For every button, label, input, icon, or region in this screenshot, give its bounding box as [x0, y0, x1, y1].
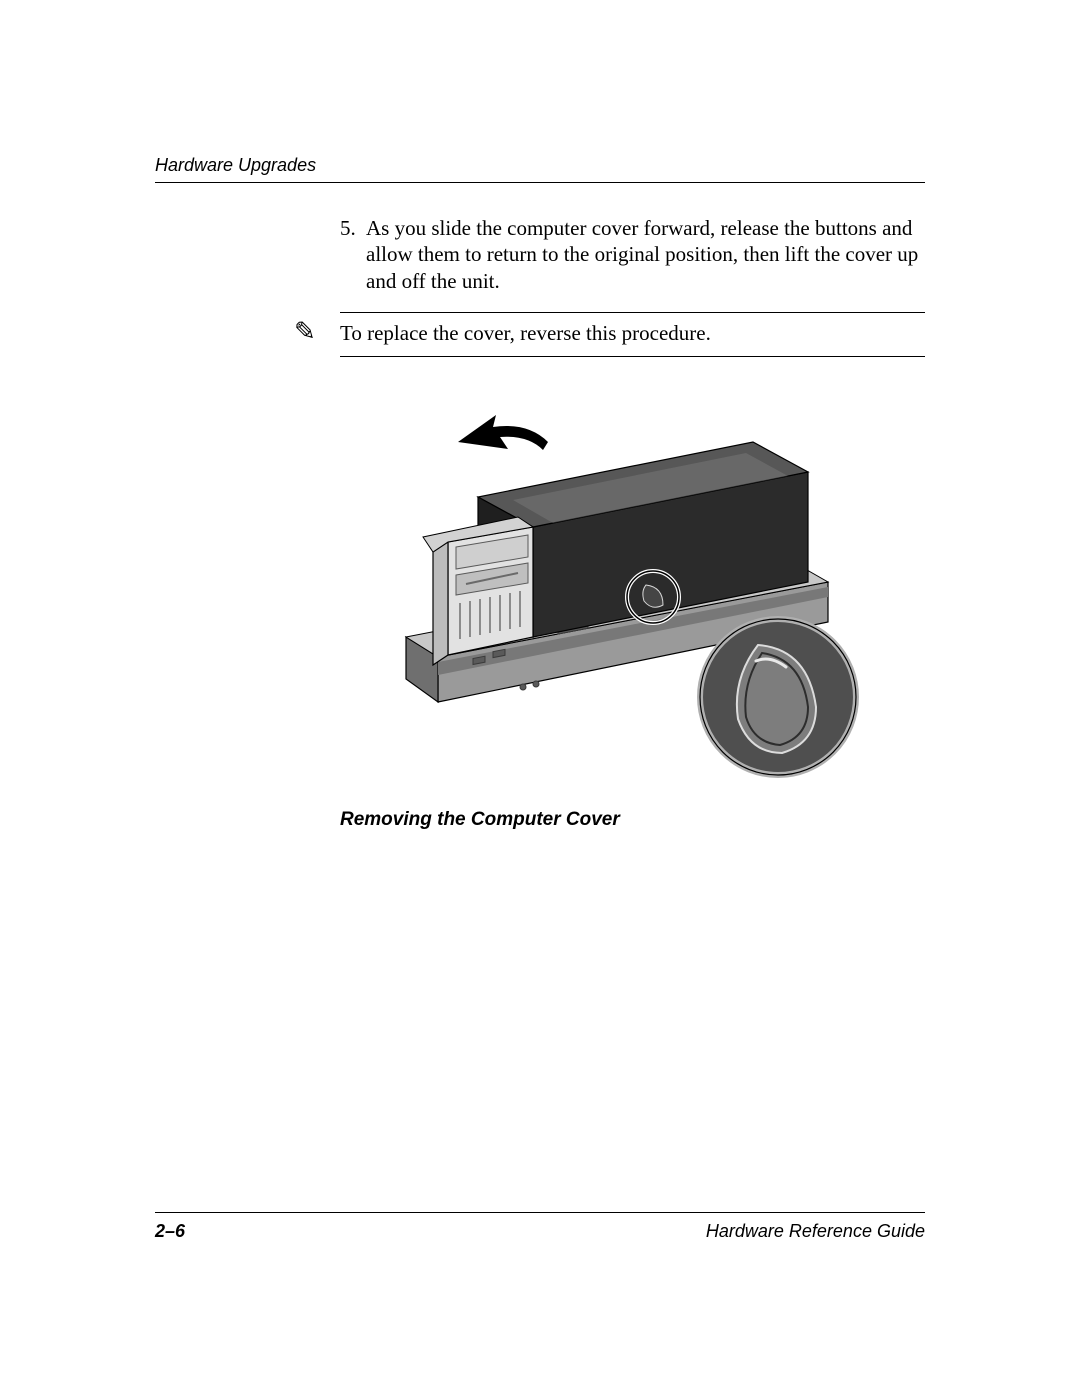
- note-block: ✎ To replace the cover, reverse this pro…: [340, 312, 925, 357]
- page-footer: 2–6 Hardware Reference Guide: [155, 1212, 925, 1242]
- page-number: 2–6: [155, 1221, 185, 1242]
- footer-title: Hardware Reference Guide: [706, 1221, 925, 1242]
- pencil-note-icon: ✎: [294, 319, 316, 345]
- computer-cover-illustration: [378, 387, 888, 787]
- figure-caption: Removing the Computer Cover: [340, 809, 925, 831]
- slide-arrow-icon: [458, 415, 548, 450]
- step-5: 5. As you slide the computer cover forwa…: [340, 215, 925, 294]
- step-number: 5.: [340, 215, 366, 294]
- body-column: 5. As you slide the computer cover forwa…: [340, 215, 925, 831]
- button-callout: [700, 619, 856, 775]
- content-area: Hardware Upgrades 5. As you slide the co…: [155, 155, 925, 1242]
- document-page: Hardware Upgrades 5. As you slide the co…: [0, 0, 1080, 1397]
- figure: Removing the Computer Cover: [340, 387, 925, 831]
- note-text: To replace the cover, reverse this proce…: [340, 321, 925, 346]
- running-head: Hardware Upgrades: [155, 155, 925, 183]
- step-text: As you slide the computer cover forward,…: [366, 215, 925, 294]
